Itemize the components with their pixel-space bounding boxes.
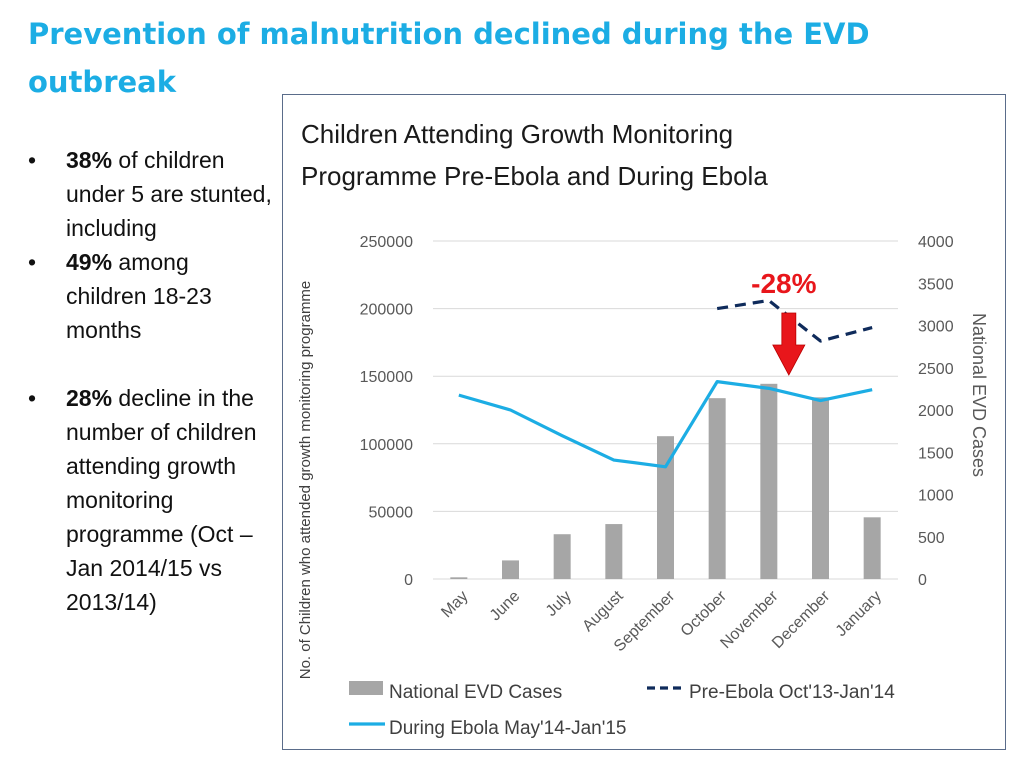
y-tick-label: 250000 xyxy=(360,234,413,251)
bullet-list: • 38% of children under 5 are stunted, i… xyxy=(28,143,273,619)
legend-label-evd-cases: National EVD Cases xyxy=(389,682,562,703)
line-series xyxy=(458,298,873,469)
legend-label-during-ebola: During Ebola May'14-Jan'15 xyxy=(389,718,627,739)
x-tick-label: January xyxy=(833,588,885,640)
bar-series xyxy=(450,383,881,579)
y2-tick-label: 3500 xyxy=(918,276,954,293)
y2-axis-label: National EVD Cases xyxy=(969,313,989,477)
evd-cases-bar xyxy=(605,524,623,579)
bullet-text: among children 18-23 months xyxy=(66,249,212,343)
evd-cases-bar xyxy=(708,398,726,579)
bullet-stat: 49% xyxy=(66,249,113,275)
x-tick-label: June xyxy=(487,588,524,625)
chart-title-line-2: Programme Pre-Ebola and During Ebola xyxy=(301,161,768,191)
y2-tick-label: 1000 xyxy=(918,488,954,505)
bullet-item-age-group: • 49% among children 18-23 months xyxy=(28,245,273,347)
chart-title-line-1: Children Attending Growth Monitoring xyxy=(301,119,733,149)
pre-ebola-line xyxy=(716,298,873,343)
legend-bar-swatch xyxy=(349,681,383,695)
bullet-item-stunting: • 38% of children under 5 are stunted, i… xyxy=(28,143,273,245)
slide-title: Prevention of malnutrition declined duri… xyxy=(28,17,870,99)
bullet-dot: • xyxy=(28,385,37,411)
bullet-stat: 28% xyxy=(66,385,113,411)
x-tick-label: May xyxy=(438,588,471,621)
axes: 0 50000 100000 150000 200000 250000 0 500 1000 15… xyxy=(297,234,989,679)
evd-cases-bar xyxy=(760,383,778,579)
bullet-dot: • xyxy=(28,147,37,173)
y2-tick-label: 0 xyxy=(918,572,927,589)
evd-cases-bar xyxy=(450,577,468,579)
evd-cases-bar xyxy=(812,397,829,579)
evd-cases-bar xyxy=(863,517,881,579)
y-tick-label: 150000 xyxy=(360,369,413,386)
during-ebola-line xyxy=(458,380,873,469)
down-arrow-icon xyxy=(772,312,806,376)
bullet-text: of children under 5 are stunted, includi… xyxy=(66,147,272,241)
legend: National EVD Cases Pre-Ebola Oct'13-Jan'1… xyxy=(349,681,895,739)
y-tick-label: 50000 xyxy=(369,504,414,521)
y2-tick-label: 4000 xyxy=(918,234,954,251)
legend-label-pre-ebola: Pre-Ebola Oct'13-Jan'14 xyxy=(689,682,895,703)
y-tick-label: 0 xyxy=(404,572,413,589)
x-tick-label: July xyxy=(543,588,575,620)
bullet-dot: • xyxy=(28,249,37,275)
y2-tick-label: 1500 xyxy=(918,445,954,462)
chart-frame: Children Attending Growth Monitoring Pro… xyxy=(282,94,1006,750)
decline-annotation-label: -28% xyxy=(751,268,816,299)
y-axis-label: No. of Children who attended growth moni… xyxy=(297,281,314,680)
annotation: -28% xyxy=(751,268,817,376)
bullet-item-decline: • 28% decline in the number of children … xyxy=(28,381,273,619)
evd-cases-bar xyxy=(553,534,571,579)
bullet-stat: 38% xyxy=(66,147,113,173)
evd-cases-bar xyxy=(657,436,674,579)
evd-cases-bar xyxy=(502,560,519,579)
y-tick-label: 200000 xyxy=(360,302,413,319)
y2-tick-label: 500 xyxy=(918,530,945,547)
y2-tick-label: 2000 xyxy=(918,403,954,420)
growth-monitoring-chart: Children Attending Growth Monitoring Pro… xyxy=(297,119,989,739)
bullet-text: decline in the number of children attend… xyxy=(66,385,257,615)
y-tick-label: 100000 xyxy=(360,437,413,454)
y2-tick-label: 3000 xyxy=(918,319,954,336)
y2-tick-label: 2500 xyxy=(918,361,954,378)
x-tick-label: October xyxy=(678,587,731,640)
x-tick-label: August xyxy=(579,587,627,635)
